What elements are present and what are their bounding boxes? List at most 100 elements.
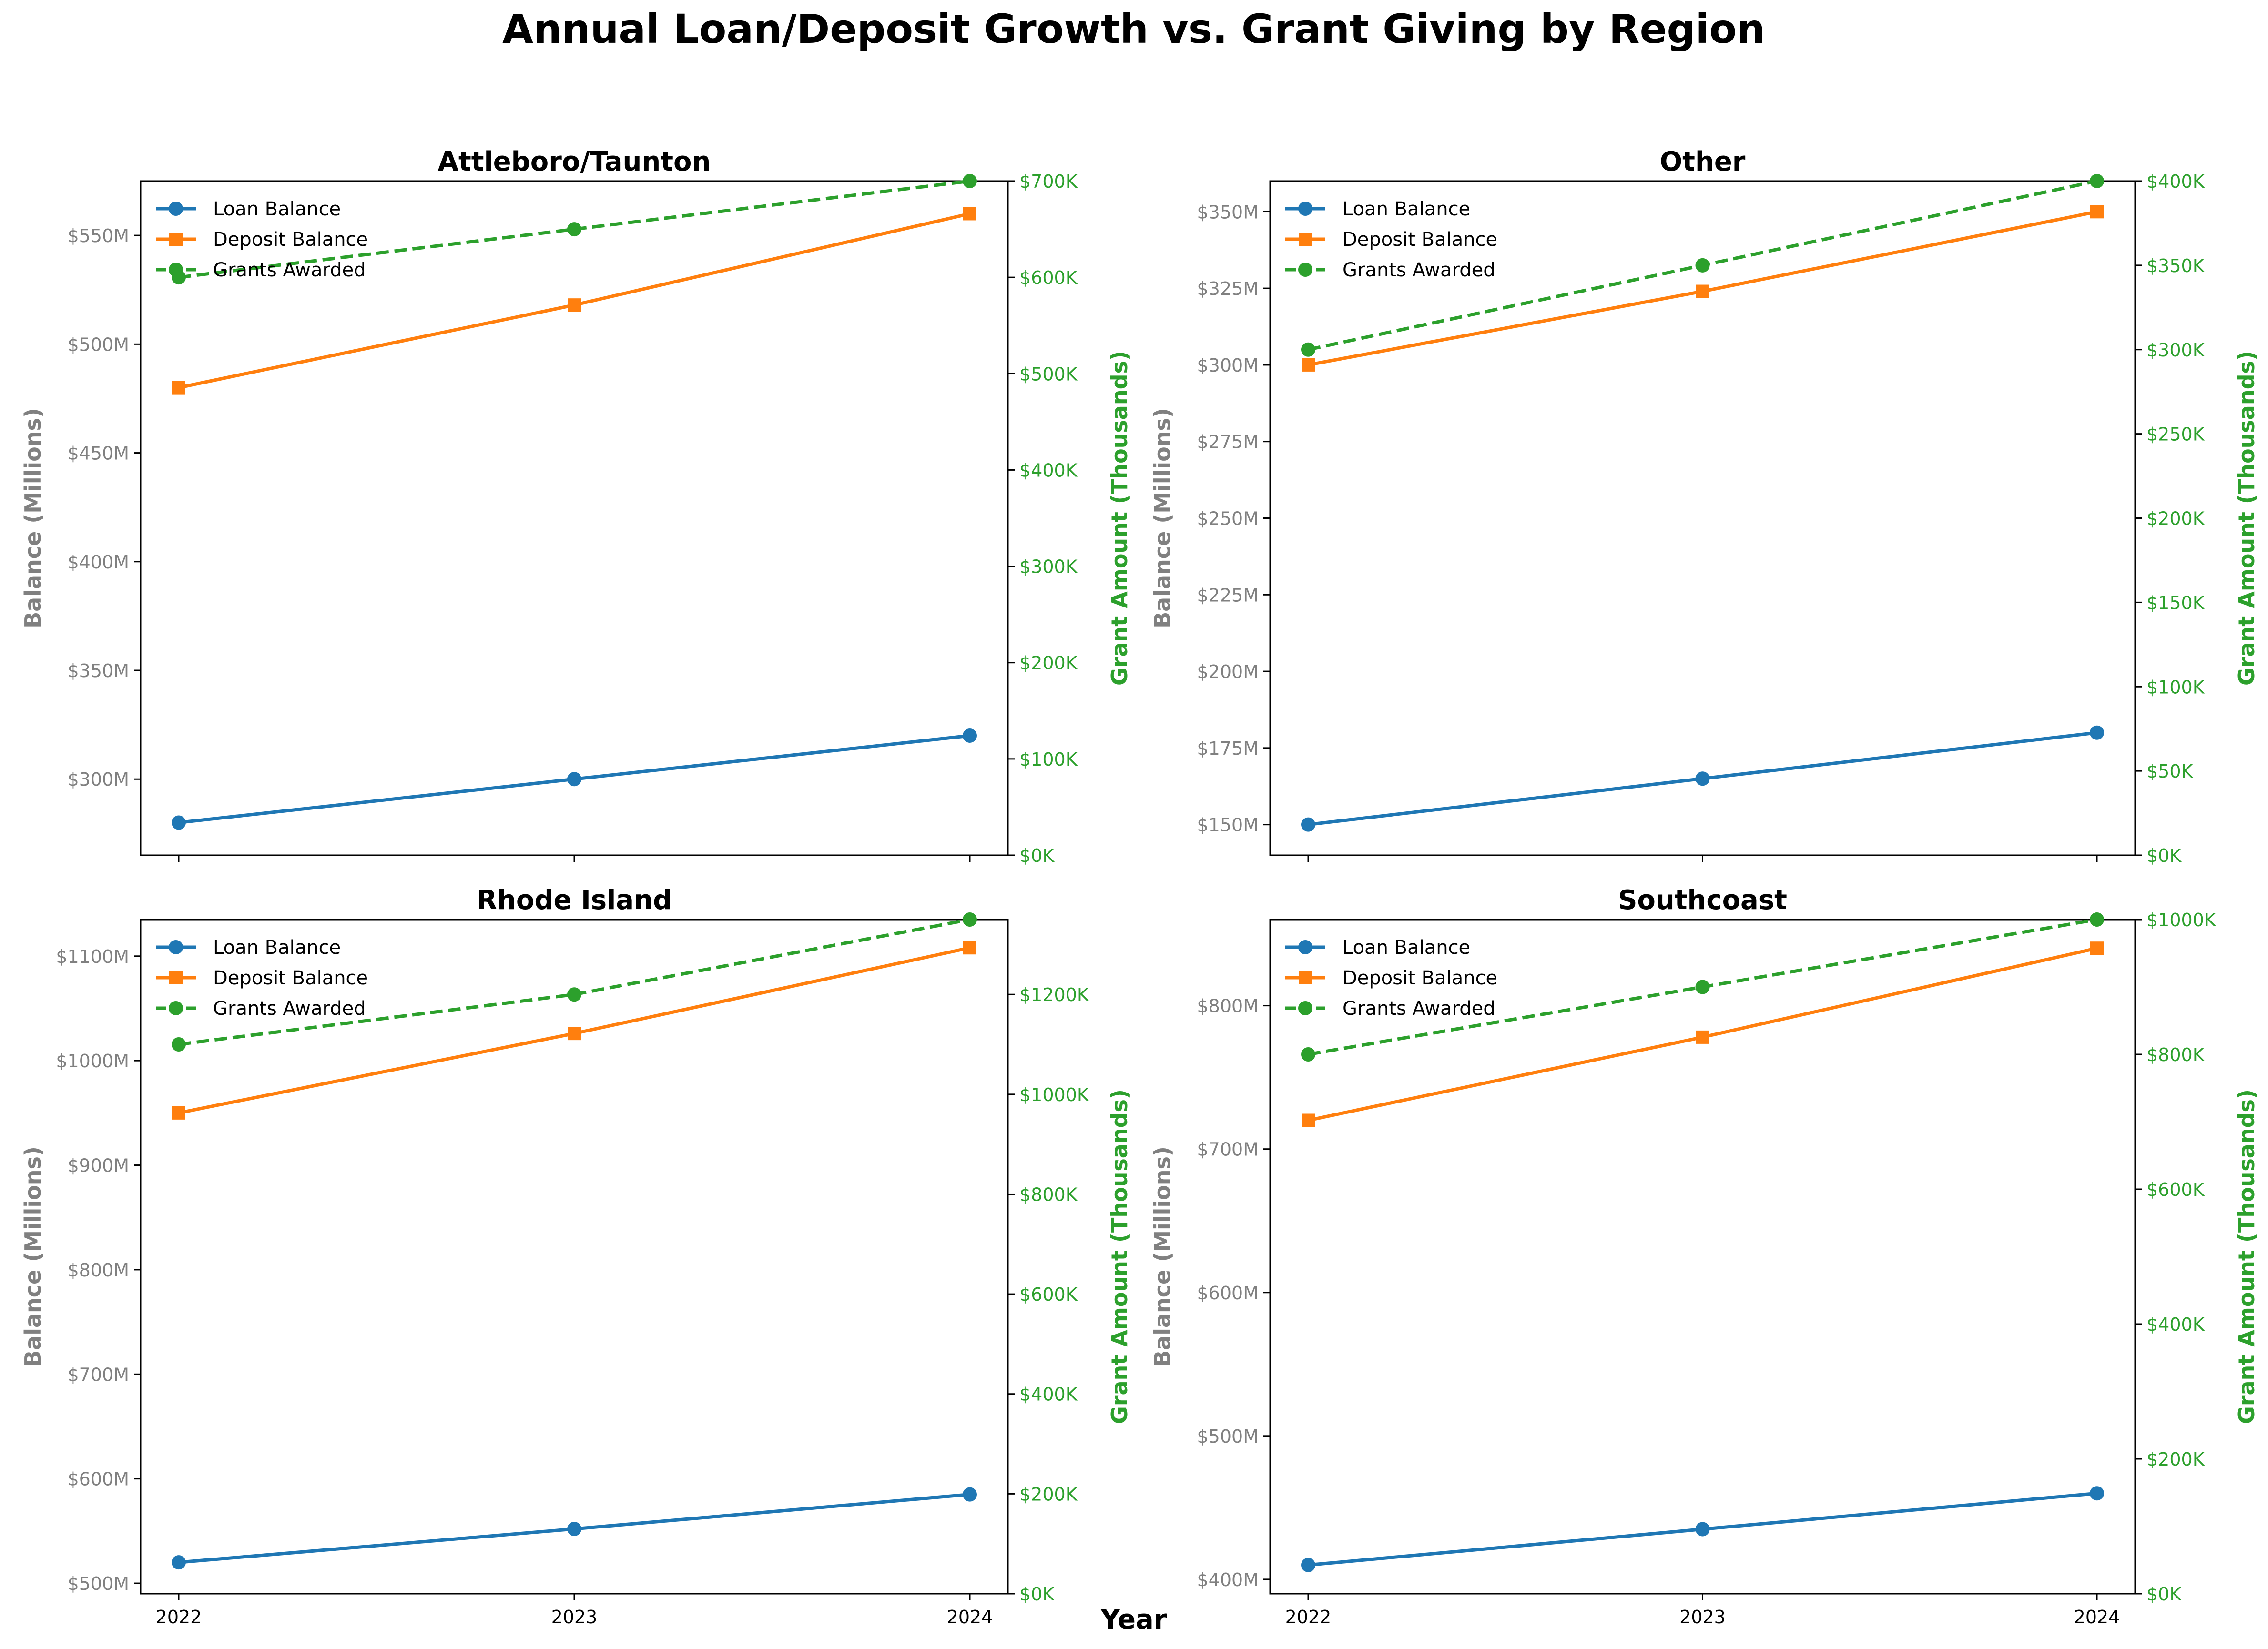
legend-label: Loan Balance: [1342, 937, 1470, 959]
right-tick-label: $500K: [1019, 364, 1078, 384]
series-grants-awarded: [1301, 912, 2104, 1062]
data-point-grants-awarded: [1301, 342, 1315, 357]
right-tick-label: $800K: [1019, 1184, 1078, 1205]
left-axis-label: Balance (Millions): [20, 1146, 46, 1367]
data-point-grants-awarded: [1301, 1047, 1315, 1062]
legend-label: Deposit Balance: [1342, 967, 1497, 989]
right-tick-label: $300K: [2146, 340, 2205, 361]
data-point-grants-awarded: [172, 1037, 186, 1052]
legend-label: Grants Awarded: [1342, 998, 1495, 1020]
legend: Loan Balance Deposit Balance Grants Awarde…: [156, 937, 368, 1020]
left-tick-label: $500M: [1197, 1426, 1259, 1447]
right-tick-label: $400K: [1019, 1384, 1078, 1405]
right-tick-label: $0K: [2146, 1584, 2182, 1605]
right-tick-label: $350K: [2146, 255, 2205, 276]
legend-label: Grants Awarded: [213, 998, 366, 1020]
subplot-southcoast: Southcoast $400M $500M $600M $700M $800M $0K $2…: [1149, 885, 2259, 1628]
left-tick-label: $300M: [68, 769, 130, 790]
data-point-loan-balance: [2090, 725, 2104, 740]
data-point-loan-balance: [963, 1487, 977, 1502]
x-tick-label: 2023: [551, 1607, 598, 1628]
subplot-grid: Attleboro/Taunton $300M $350M $400M $450M $50…: [20, 146, 2259, 1628]
legend-marker: [1299, 971, 1312, 984]
right-axis-label: Grant Amount (Thousands): [1107, 1089, 1132, 1424]
x-tick-label: 2024: [2074, 1607, 2120, 1628]
series-loan-balance: [1301, 725, 2104, 832]
data-point-grants-awarded: [963, 174, 977, 188]
legend-label: Deposit Balance: [213, 229, 368, 251]
data-point-loan-balance: [567, 1521, 581, 1536]
left-tick-label: $300M: [1197, 355, 1259, 376]
data-point-deposit-balance: [172, 1106, 185, 1120]
subplot-other: Other $150M $175M $200M $225M $250M $275M $300M…: [1149, 146, 2259, 866]
legend-label: Deposit Balance: [213, 967, 368, 989]
legend-marker: [169, 202, 183, 216]
data-point-loan-balance: [567, 772, 581, 787]
right-tick-label: $0K: [1019, 845, 1055, 866]
legend-marker: [169, 263, 183, 277]
legend-marker: [169, 1001, 183, 1015]
data-point-deposit-balance: [568, 1027, 581, 1041]
data-point-deposit-balance: [1302, 1113, 1315, 1127]
left-tick-label: $225M: [1197, 585, 1259, 606]
plot-frame: [1269, 180, 2136, 856]
legend: Loan Balance Deposit Balance Grants Awarde…: [1285, 937, 1497, 1020]
x-tick-label: 2023: [1679, 1607, 1726, 1628]
right-tick-label: $150K: [2146, 592, 2205, 613]
data-point-deposit-balance: [963, 207, 976, 221]
right-axis-label: Grant Amount (Thousands): [2234, 351, 2259, 686]
left-tick-label: $600M: [68, 1469, 130, 1490]
left-tick-label: $450M: [68, 443, 130, 464]
x-tick-label: 2024: [947, 1607, 993, 1628]
right-tick-label: $50K: [2146, 761, 2194, 782]
left-tick-label: $500M: [68, 334, 130, 355]
data-point-deposit-balance: [963, 941, 976, 955]
right-tick-label: $700K: [1019, 171, 1078, 192]
right-tick-label: $200K: [1019, 653, 1078, 674]
subplot-title: Southcoast: [1618, 885, 1787, 916]
left-tick-label: $800M: [68, 1260, 130, 1281]
data-point-deposit-balance: [568, 298, 581, 312]
legend-marker: [169, 940, 183, 954]
right-tick-label: $1000K: [2146, 910, 2217, 931]
left-tick-label: $600M: [1197, 1283, 1259, 1304]
data-point-loan-balance: [1301, 817, 1315, 832]
right-tick-label: $0K: [1019, 1584, 1055, 1605]
series-grants-awarded: [1301, 174, 2104, 357]
legend: Loan Balance Deposit Balance Grants Awarde…: [1285, 198, 1497, 281]
series-loan-balance: [1301, 1486, 2104, 1572]
x-tick-label: 2022: [156, 1607, 202, 1628]
data-point-grants-awarded: [567, 987, 581, 1002]
left-tick-label: $275M: [1197, 432, 1259, 453]
right-tick-label: $600K: [2146, 1179, 2205, 1200]
series-deposit-balance: [172, 207, 976, 395]
legend-marker: [1299, 233, 1312, 246]
legend-marker: [1298, 263, 1312, 277]
legend-label: Loan Balance: [213, 937, 341, 959]
figure-title: Annual Loan/Deposit Growth vs. Grant Giv…: [502, 6, 1765, 52]
legend-marker: [1298, 202, 1312, 216]
right-axis-label: Grant Amount (Thousands): [2234, 1089, 2259, 1424]
data-point-deposit-balance: [172, 381, 185, 395]
left-axis-label: Balance (Millions): [1149, 1146, 1175, 1367]
left-tick-label: $900M: [68, 1155, 130, 1176]
left-tick-label: $250M: [1197, 508, 1259, 529]
data-point-grants-awarded: [2090, 174, 2104, 188]
legend-marker: [169, 233, 183, 246]
legend-label: Loan Balance: [213, 198, 341, 220]
subplot-title: Rhode Island: [477, 885, 672, 916]
data-point-loan-balance: [172, 815, 186, 830]
right-tick-label: $300K: [1019, 556, 1078, 577]
legend-marker: [169, 971, 183, 984]
legend-label: Grants Awarded: [213, 259, 366, 281]
left-tick-label: $700M: [68, 1364, 130, 1385]
legend-label: Deposit Balance: [1342, 229, 1497, 251]
data-point-deposit-balance: [1302, 358, 1315, 372]
right-tick-label: $400K: [1019, 460, 1078, 481]
data-point-loan-balance: [963, 728, 977, 743]
subplot-title: Attleboro/Taunton: [438, 146, 711, 177]
left-tick-label: $150M: [1197, 815, 1259, 836]
data-point-deposit-balance: [1696, 1030, 1709, 1044]
